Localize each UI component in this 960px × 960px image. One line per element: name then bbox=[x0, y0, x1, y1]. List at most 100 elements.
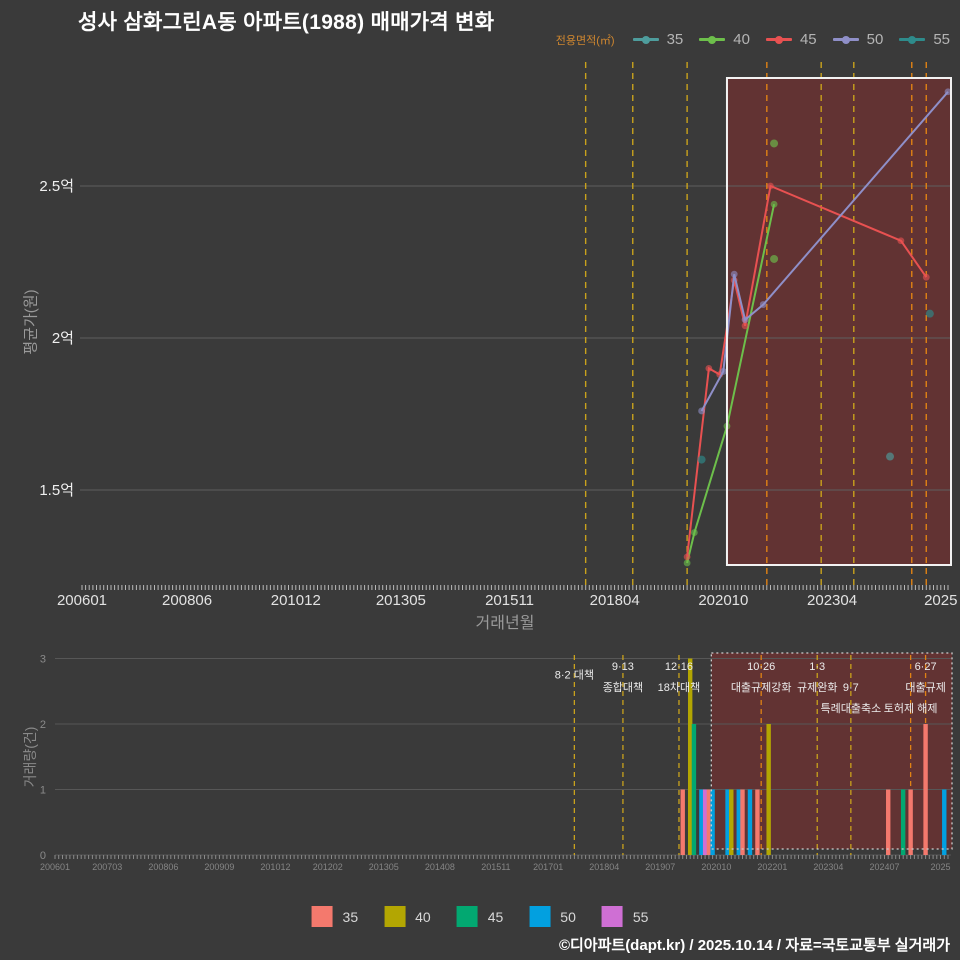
area-legend-item-50[interactable]: 50 bbox=[832, 31, 883, 48]
price-x-axis-label: 거래년월 bbox=[475, 615, 535, 632]
volume-bar-40 bbox=[729, 789, 734, 855]
price-point-50 bbox=[741, 316, 749, 324]
price-point-45 bbox=[922, 273, 930, 281]
price-x-axis bbox=[81, 585, 949, 590]
legend-line-icon bbox=[632, 35, 659, 44]
area-legend-title: 전용면적(㎡) bbox=[555, 34, 615, 47]
legend-item-label: 35 bbox=[666, 31, 684, 48]
price-point-45 bbox=[705, 365, 713, 372]
legend-item-label: 50 bbox=[560, 908, 576, 925]
policy-annotation: 규제완화 bbox=[797, 681, 837, 694]
policy-annotation: 대출규제 bbox=[905, 681, 945, 694]
volume-y-axis-label: 거래량(건) bbox=[22, 726, 38, 788]
volume-bar-50 bbox=[942, 789, 947, 855]
volume-x-tick-label: 201511 bbox=[481, 862, 510, 872]
price-point-50 bbox=[730, 270, 738, 278]
area-legend-items: 35 40 45 50 55 bbox=[632, 31, 950, 48]
copyright-text: ©디아파트(dapt.kr) / 2025.10.14 / 자료=국토교통부 실… bbox=[558, 937, 950, 954]
price-point-45 bbox=[683, 553, 691, 561]
price-x-tick-label: 201012 bbox=[271, 592, 321, 609]
price-point-50 bbox=[698, 407, 706, 415]
price-y-axis-label: 평균가(원) bbox=[22, 289, 40, 355]
price-x-tick-label: 201305 bbox=[376, 592, 426, 609]
policy-annotation: 12·16 bbox=[665, 661, 693, 673]
volume-x-tick-label: 202010 bbox=[701, 862, 731, 872]
volume-x-tick-label: 200703 bbox=[92, 862, 122, 872]
price-dot-35 bbox=[886, 452, 895, 461]
legend-item-label: 35 bbox=[342, 908, 359, 925]
legend-line-icon bbox=[832, 35, 859, 44]
volume-y-tick-label: 3 bbox=[40, 654, 46, 666]
legend-item-label: 40 bbox=[733, 31, 750, 48]
area-legend-item-45[interactable]: 45 bbox=[765, 31, 817, 48]
volume-bar-45 bbox=[691, 724, 697, 855]
volume-highlight-border bbox=[710, 652, 953, 850]
volume-x-tick-label: 201804 bbox=[589, 862, 619, 872]
volume-x-tick-label: 201907 bbox=[645, 862, 675, 872]
area-legend-item-35[interactable]: 35 bbox=[632, 31, 684, 48]
volume-legend-item-45[interactable]: 45 bbox=[456, 906, 503, 927]
price-x-tick-label: 201511 bbox=[485, 592, 534, 609]
area-legend-item-40[interactable]: 40 bbox=[699, 31, 750, 48]
policy-annotation: 토허제 해제 bbox=[884, 701, 938, 715]
volume-bar-55 bbox=[702, 789, 708, 855]
policy-annotation: 18차대책 bbox=[658, 681, 701, 694]
legend-swatch-icon bbox=[311, 906, 333, 927]
legend-swatch-icon bbox=[529, 906, 551, 927]
price-point-40 bbox=[690, 529, 698, 536]
volume-x-tick-label: 201408 bbox=[425, 862, 455, 872]
price-point-50 bbox=[944, 88, 952, 96]
volume-bar-50 bbox=[710, 789, 715, 855]
price-dot-40 bbox=[770, 254, 779, 263]
price-point-50 bbox=[759, 301, 767, 308]
volume-legend-item-35[interactable]: 35 bbox=[311, 906, 359, 927]
policy-annotation: 9·7 bbox=[843, 682, 859, 694]
price-point-50 bbox=[719, 368, 727, 375]
price-point-45 bbox=[741, 322, 749, 330]
volume-bar-40 bbox=[687, 658, 693, 855]
legend-item-label: 55 bbox=[632, 908, 649, 925]
legend-swatch-icon bbox=[456, 906, 478, 927]
legend-item-label: 40 bbox=[415, 908, 431, 925]
legend-dot-icon bbox=[641, 35, 650, 44]
volume-bar-35 bbox=[755, 789, 760, 855]
legend-dot-icon bbox=[774, 35, 783, 44]
policy-annotation: 9·13 bbox=[612, 661, 634, 673]
volume-bar-50 bbox=[747, 789, 753, 855]
volume-x-tick-label: 201701 bbox=[533, 862, 563, 872]
volume-x-axis bbox=[54, 855, 949, 859]
price-dot-55 bbox=[925, 309, 934, 318]
legend-swatch-icon bbox=[384, 906, 406, 927]
volume-bar-35 bbox=[680, 789, 685, 855]
volume-bar-35 bbox=[908, 789, 913, 855]
price-x-tick-label: 200601 bbox=[57, 592, 107, 609]
area-legend-item-55[interactable]: 55 bbox=[899, 31, 950, 48]
price-point-40 bbox=[683, 559, 691, 567]
policy-annotation: 대출규제강화 bbox=[731, 681, 792, 694]
price-point-45 bbox=[897, 237, 905, 245]
volume-x-tick-label: 200806 bbox=[148, 862, 178, 872]
policy-annotation: 종합대책 bbox=[603, 681, 643, 694]
volume-x-tick-label: 202407 bbox=[869, 862, 899, 872]
volume-legend-item-55[interactable]: 55 bbox=[601, 906, 649, 927]
volume-bar-40 bbox=[766, 724, 771, 855]
price-x-tick-label: 200806 bbox=[162, 592, 212, 609]
price-x-tick-label: 202010 bbox=[698, 592, 748, 609]
policy-annotation: 6·27 bbox=[915, 661, 937, 673]
legend-item-label: 55 bbox=[933, 31, 950, 48]
volume-legend-item-40[interactable]: 40 bbox=[384, 906, 431, 927]
legend-item-label: 45 bbox=[799, 31, 817, 48]
volume-bar-35 bbox=[706, 789, 712, 855]
highlight-border bbox=[725, 77, 952, 566]
highlight-region bbox=[726, 78, 951, 565]
policy-annotation: 10·26 bbox=[747, 661, 775, 673]
volume-y-tick-label: 0 bbox=[40, 850, 46, 862]
volume-x-tick-label: 201012 bbox=[260, 862, 290, 872]
policy-annotation: 특례대출축소 bbox=[820, 702, 881, 715]
volume-y-tick-label: 2 bbox=[40, 719, 46, 731]
legend-dot-icon bbox=[841, 35, 850, 44]
volume-legend-item-50[interactable]: 50 bbox=[529, 906, 576, 927]
legend-line-icon bbox=[899, 35, 926, 44]
legend-dot-icon bbox=[708, 35, 717, 44]
